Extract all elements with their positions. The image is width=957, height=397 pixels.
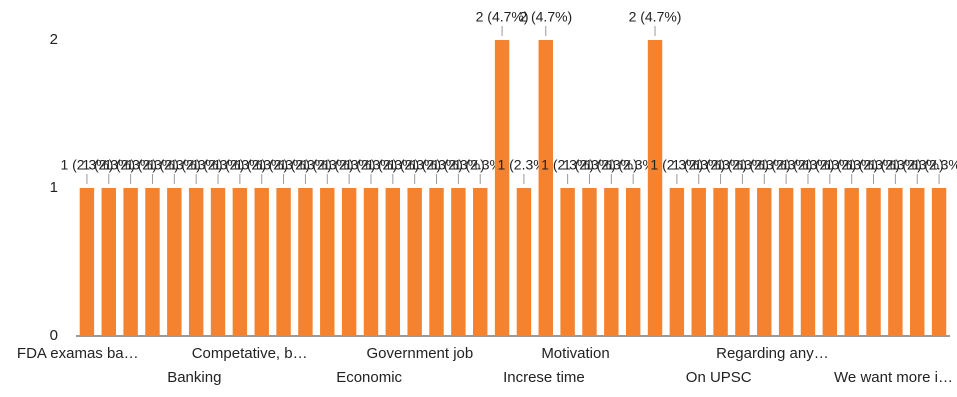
bar bbox=[167, 188, 182, 336]
value-label: 1 (2.3%) bbox=[760, 157, 813, 173]
value-label: 1 (2.3%) bbox=[345, 157, 398, 173]
bar bbox=[735, 188, 750, 336]
value-label: 1 (2.3%) bbox=[192, 157, 245, 173]
x-tick-label: Increse time bbox=[503, 369, 585, 386]
bar bbox=[647, 40, 663, 336]
value-label: 1 (2.3%) bbox=[366, 157, 419, 173]
value-label: 1 (2.3%) bbox=[497, 157, 550, 173]
bar bbox=[494, 40, 510, 336]
x-tick-label: Regarding any… bbox=[716, 345, 829, 362]
bar bbox=[625, 188, 641, 336]
bar bbox=[757, 188, 772, 336]
value-label: 2 (4.7%) bbox=[519, 9, 572, 25]
bar bbox=[407, 188, 422, 336]
bar bbox=[822, 188, 838, 336]
bar bbox=[101, 188, 116, 336]
value-label: 1 (2.3%) bbox=[891, 157, 944, 173]
value-label: 1 (2.3%) bbox=[235, 157, 288, 173]
value-label: 1 (2.3%) bbox=[607, 157, 660, 173]
y-tick-label: 2 bbox=[50, 31, 58, 48]
value-label: 1 (2.3%) bbox=[279, 157, 332, 173]
bar bbox=[123, 188, 138, 336]
x-tick-label: Economic bbox=[336, 369, 402, 386]
bar bbox=[254, 188, 269, 336]
bar bbox=[145, 188, 160, 336]
x-tick-label: Competative, b… bbox=[192, 345, 308, 362]
bar bbox=[560, 188, 575, 336]
value-label: 1 (2.3%) bbox=[869, 157, 922, 173]
x-tick-label: We want more i… bbox=[834, 369, 953, 386]
bar bbox=[451, 188, 466, 336]
bar bbox=[385, 188, 401, 336]
bar bbox=[210, 188, 226, 336]
value-label: 1 (2.3%) bbox=[410, 157, 463, 173]
value-label: 1 (2.3%) bbox=[847, 157, 900, 173]
x-tick-label: On UPSC bbox=[686, 369, 752, 386]
value-label: 1 (2.3%) bbox=[213, 157, 266, 173]
value-label: 1 (2.3%) bbox=[388, 157, 441, 173]
y-tick-label: 0 bbox=[50, 327, 58, 344]
bar bbox=[669, 188, 685, 336]
bar bbox=[276, 188, 291, 336]
bar bbox=[844, 188, 859, 336]
value-label: 1 (2.3%) bbox=[782, 157, 835, 173]
value-label: 1 (2.3%) bbox=[82, 157, 135, 173]
bar bbox=[188, 188, 204, 336]
x-tick-label: Motivation bbox=[541, 345, 609, 362]
value-label: 1 (2.3%) bbox=[913, 157, 957, 173]
x-tick-label: Banking bbox=[167, 369, 221, 386]
bar bbox=[341, 188, 357, 336]
value-label: 1 (2.3%) bbox=[672, 157, 725, 173]
value-label: 1 (2.3%) bbox=[170, 157, 223, 173]
bar bbox=[516, 188, 532, 336]
value-label: 1 (2.3%) bbox=[738, 157, 791, 173]
value-label: 1 (2.3%) bbox=[803, 157, 856, 173]
y-tick-label: 1 bbox=[50, 179, 58, 196]
bar bbox=[473, 188, 488, 336]
value-label: 1 (2.3%) bbox=[126, 157, 179, 173]
value-label: 1 (2.3%) bbox=[716, 157, 769, 173]
value-label: 1 (2.3%) bbox=[148, 157, 201, 173]
bar bbox=[538, 40, 553, 336]
value-label: 1 (2.3%) bbox=[650, 157, 703, 173]
bar bbox=[691, 188, 706, 336]
bar bbox=[800, 188, 816, 336]
x-tick-label: Government job bbox=[367, 345, 474, 362]
bar bbox=[931, 188, 947, 336]
value-label: 1 (2.3%) bbox=[694, 157, 747, 173]
bar bbox=[429, 188, 444, 336]
value-label: 1 (2.3%) bbox=[323, 157, 376, 173]
bar bbox=[604, 188, 619, 336]
bar bbox=[888, 188, 903, 336]
value-label: 1 (2.3%) bbox=[432, 157, 485, 173]
value-label: 1 (2.3%) bbox=[257, 157, 310, 173]
value-label: 1 (2.3%) bbox=[541, 157, 594, 173]
x-tick-label: FDA examas ba… bbox=[17, 345, 139, 362]
value-label: 1 (2.3%) bbox=[60, 157, 113, 173]
value-label: 2 (4.7%) bbox=[476, 9, 529, 25]
bar bbox=[713, 188, 728, 336]
bar bbox=[582, 188, 597, 336]
value-label: 1 (2.3%) bbox=[825, 157, 878, 173]
bar bbox=[320, 188, 335, 336]
bar bbox=[298, 188, 313, 336]
value-label: 1 (2.3%) bbox=[585, 157, 638, 173]
bar bbox=[79, 188, 95, 336]
value-label: 2 (4.7%) bbox=[629, 9, 682, 25]
value-label: 1 (2.3%) bbox=[454, 157, 507, 173]
bar bbox=[232, 188, 248, 336]
bar bbox=[363, 188, 379, 336]
bar bbox=[910, 188, 925, 336]
bar bbox=[866, 188, 881, 336]
bar bbox=[778, 188, 794, 336]
value-label: 1 (2.3%) bbox=[301, 157, 354, 173]
value-label: 1 (2.3%) bbox=[104, 157, 157, 173]
value-label: 1 (2.3%) bbox=[563, 157, 616, 173]
